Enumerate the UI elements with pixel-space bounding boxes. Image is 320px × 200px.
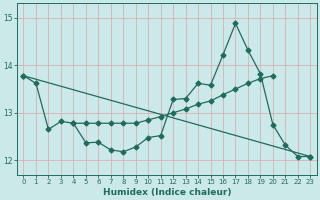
X-axis label: Humidex (Indice chaleur): Humidex (Indice chaleur) [103, 188, 231, 197]
